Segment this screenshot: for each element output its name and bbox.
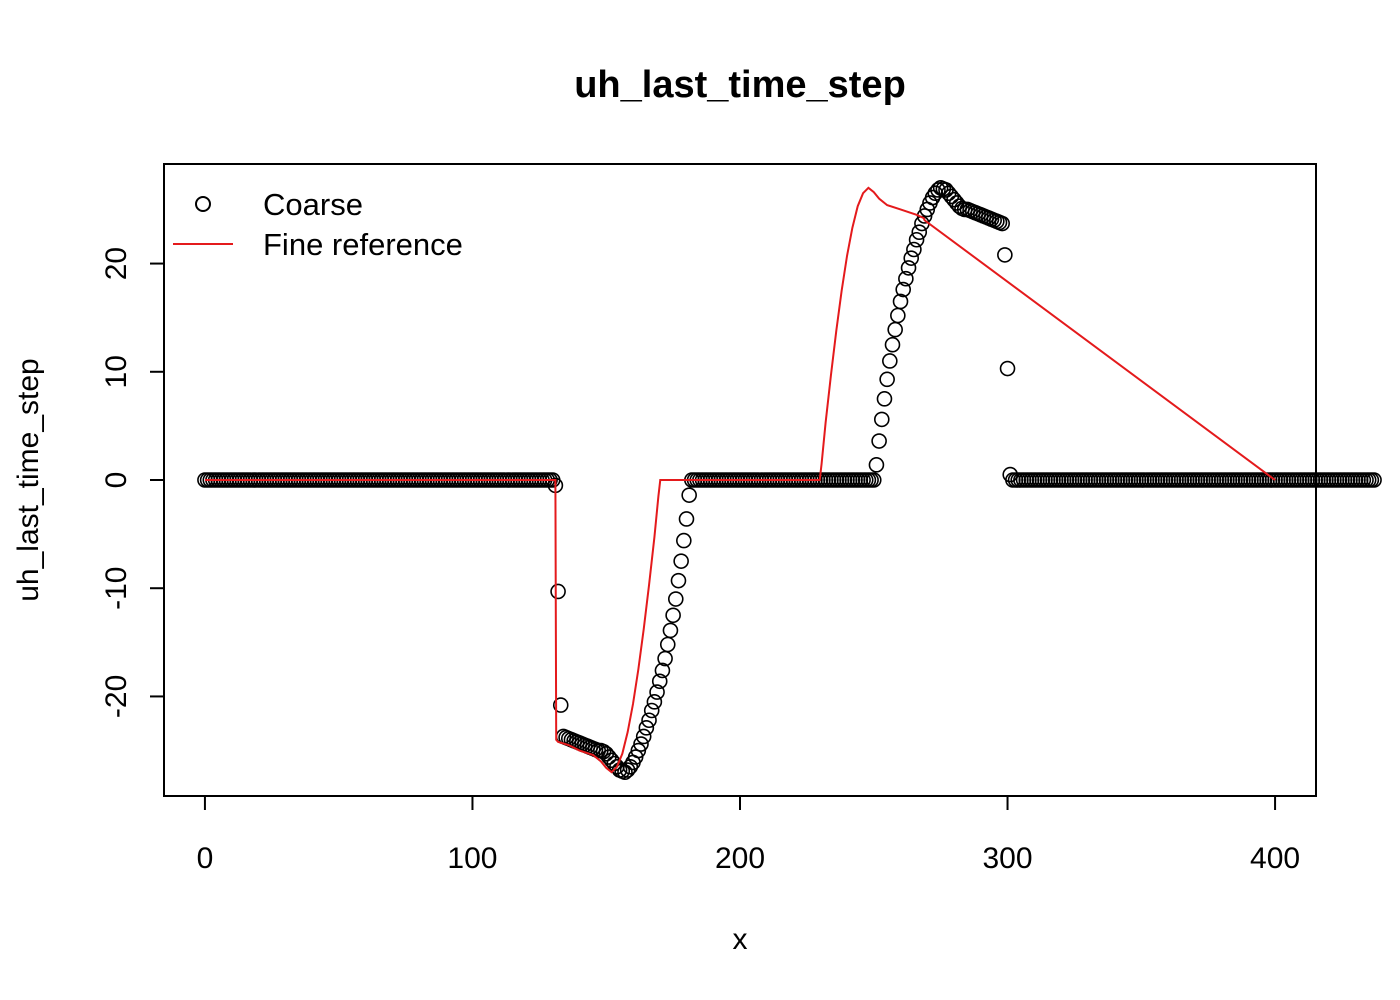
legend-label-coarse: Coarse <box>263 187 363 222</box>
coarse-point <box>994 215 1010 232</box>
coarse-point <box>882 353 898 369</box>
coarse-point <box>633 736 649 752</box>
coarse-point <box>898 270 914 287</box>
legend: Coarse Fine reference <box>173 187 463 262</box>
coarse-point <box>868 457 885 473</box>
coarse-point <box>895 281 912 298</box>
legend-label-fine-reference: Fine reference <box>263 227 463 262</box>
coarse-point <box>622 758 639 775</box>
coarse-point <box>873 411 890 428</box>
coarse-point <box>906 241 922 258</box>
x-axis-label: x <box>733 923 748 956</box>
x-tick-label: 300 <box>983 842 1033 875</box>
coarse-point <box>667 591 684 607</box>
coarse-point <box>665 607 681 624</box>
coarse-point <box>676 532 692 549</box>
x-tick-label: 100 <box>447 842 497 875</box>
coarse-point <box>643 702 660 719</box>
legend-point-symbol <box>195 196 211 212</box>
coarse-point <box>871 433 887 449</box>
coarse-point <box>900 260 917 276</box>
coarse-point <box>865 472 882 488</box>
coarse-point <box>673 553 689 569</box>
y-tick-label: -20 <box>100 675 133 718</box>
coarse-point <box>630 742 647 759</box>
coarse-point <box>662 622 679 639</box>
coarse-point <box>681 487 697 503</box>
coarse-point <box>911 224 928 240</box>
x-tick-label: 200 <box>715 842 765 875</box>
plot-area <box>197 180 1382 780</box>
coarse-point <box>550 583 566 600</box>
coarse-point <box>646 694 663 710</box>
coarse-point <box>879 371 895 388</box>
coarse-point <box>908 231 925 248</box>
fine-reference-line <box>204 186 1276 774</box>
y-tick-label: 10 <box>100 355 133 388</box>
coarse-point <box>997 247 1013 263</box>
coarse-point <box>892 293 909 310</box>
coarse-point <box>887 321 903 338</box>
x-tick-label: 400 <box>1250 842 1300 875</box>
coarse-point <box>659 636 676 653</box>
coarse-point <box>617 764 633 780</box>
coarse-point <box>654 662 671 679</box>
chart-title: uh_last_time_step <box>574 64 906 106</box>
y-axis: -20 -10 0 10 20 <box>100 247 165 718</box>
coarse-point <box>649 684 665 700</box>
coarse-point <box>641 712 657 729</box>
y-axis-label: uh_last_time_step <box>12 358 45 602</box>
y-tick-label: 0 <box>100 472 133 489</box>
coarse-point <box>890 307 906 324</box>
coarse-point <box>1366 472 1382 488</box>
coarse-point <box>595 743 612 760</box>
coarse-point <box>999 360 1016 377</box>
coarse-point <box>552 697 569 713</box>
coarse-point <box>678 511 695 527</box>
coarse-point <box>638 720 655 736</box>
coarse-point <box>876 391 893 407</box>
y-tick-label: 20 <box>100 247 133 280</box>
coarse-point <box>914 215 930 232</box>
x-axis: 0 100 200 300 400 <box>197 795 1300 875</box>
coarse-point <box>670 572 687 589</box>
coarse-point <box>635 728 652 745</box>
coarse-point <box>903 250 920 266</box>
coarse-point <box>651 673 668 690</box>
x-tick-label: 0 <box>197 842 214 875</box>
fine-reference-layer <box>204 186 1276 774</box>
coarse-point <box>930 182 946 198</box>
y-tick-label: -10 <box>100 567 133 610</box>
coarse-point <box>884 336 901 353</box>
